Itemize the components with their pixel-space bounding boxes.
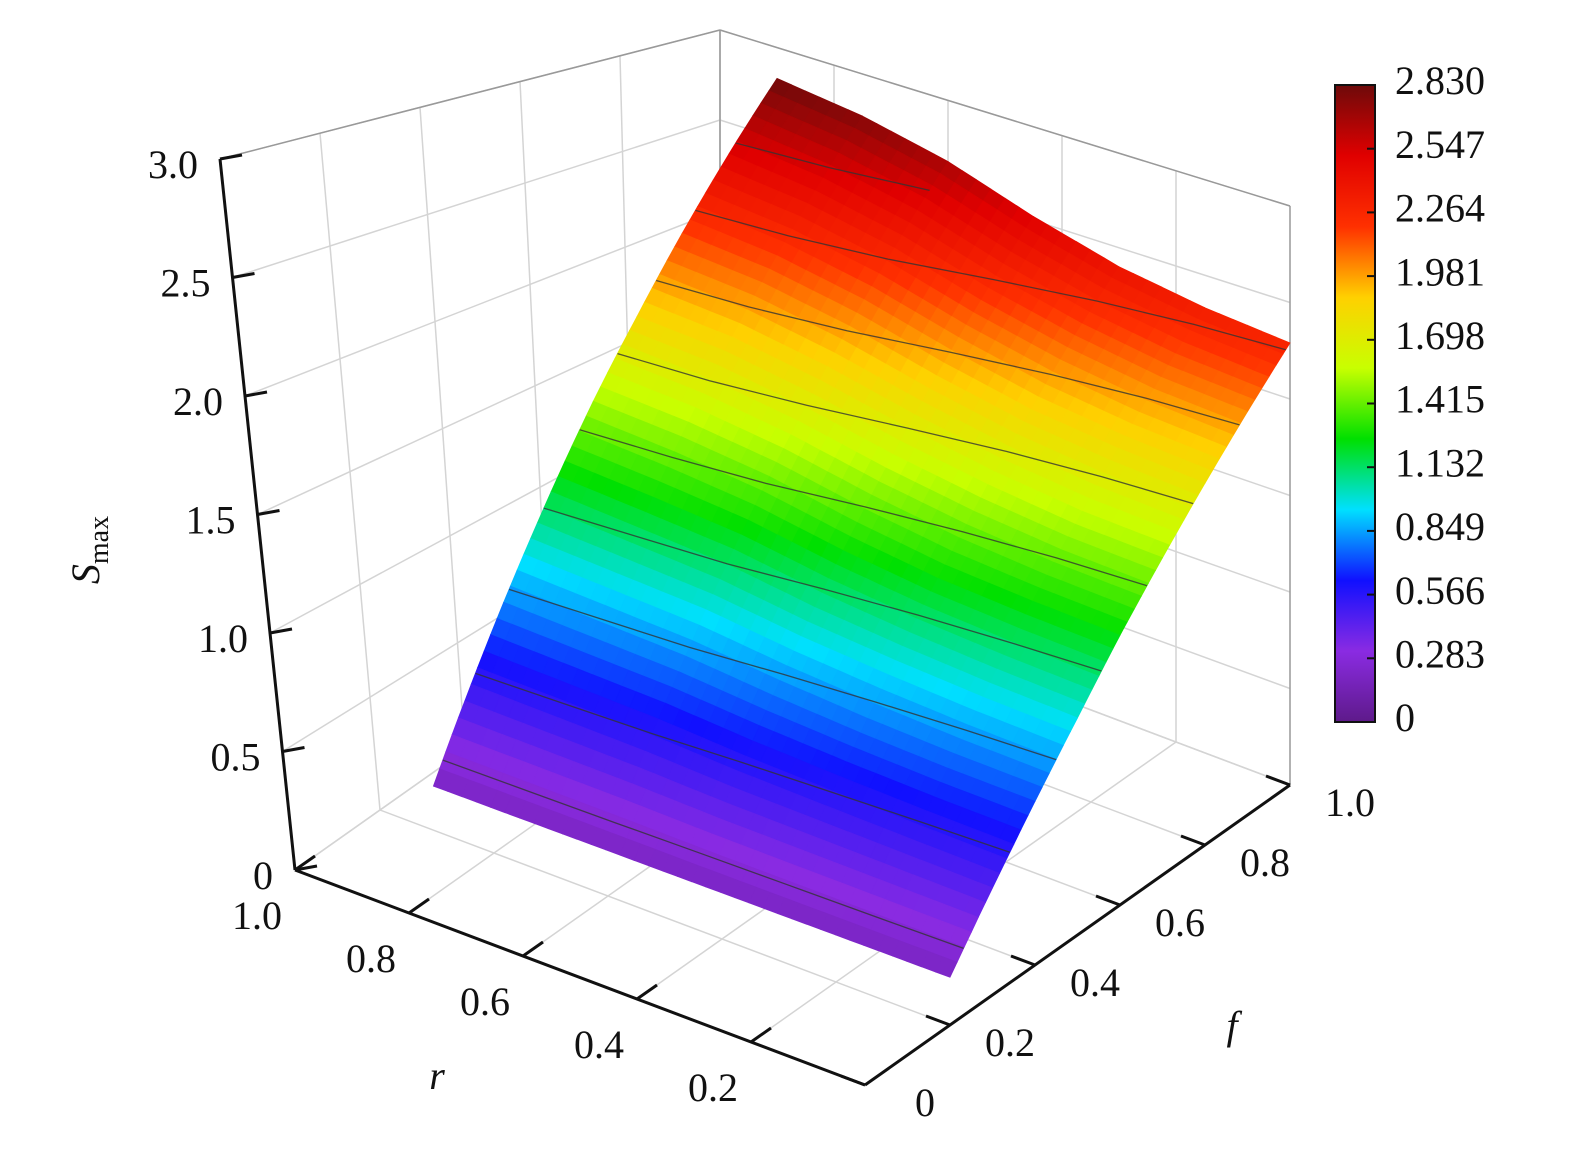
x-tick-label: 1.0 xyxy=(232,893,282,938)
y-tick-label: 0 xyxy=(915,1080,935,1125)
contour-line xyxy=(543,507,1102,672)
x-axis-label: r xyxy=(429,1053,445,1098)
colorbar-tick-label: 0 xyxy=(1395,695,1415,740)
tick-mark xyxy=(269,627,293,635)
grid-line xyxy=(232,119,721,279)
z-tick-label: 0.5 xyxy=(211,735,261,780)
surface-patch xyxy=(935,956,958,978)
tick-mark xyxy=(282,746,305,753)
box-edge xyxy=(719,29,1291,207)
x-tick-label: 0.2 xyxy=(688,1065,738,1110)
x-tick-label: 0.4 xyxy=(574,1022,624,1067)
overlay: 00.51.01.52.02.53.00.20.40.60.81.000.20.… xyxy=(148,58,1485,1125)
y-tick-label: 0.2 xyxy=(985,1020,1035,1065)
x-tick-label: 0.6 xyxy=(460,979,510,1024)
colorbar-tick-label: 0.283 xyxy=(1395,631,1485,676)
axis-line xyxy=(864,783,1291,1087)
y-tick-label: 0.4 xyxy=(1070,960,1120,1005)
box-edge xyxy=(219,29,721,160)
colorbar-tick-label: 0.566 xyxy=(1395,568,1485,613)
contour-line xyxy=(475,672,1011,853)
tick-mark xyxy=(925,1014,951,1027)
colorbar-tick-label: 0.849 xyxy=(1395,504,1485,549)
tick-mark xyxy=(232,272,255,279)
tick-mark xyxy=(257,509,280,516)
tick-mark xyxy=(1010,954,1036,967)
colorbar-tick-label: 1.415 xyxy=(1395,377,1485,422)
z-tick-label: 1.5 xyxy=(186,498,236,543)
contour-line xyxy=(617,352,1194,505)
colorbar-tick-label: 1.698 xyxy=(1395,313,1485,358)
z-label-main: S xyxy=(63,564,108,584)
z-tick-label: 1.0 xyxy=(198,616,248,661)
y-tick-label: 0.6 xyxy=(1155,900,1205,945)
tick-mark xyxy=(840,1074,866,1087)
contour-line xyxy=(442,759,964,950)
contour-line xyxy=(579,429,1148,587)
surface xyxy=(432,77,1291,978)
contour-line xyxy=(695,209,1286,351)
colorbar-tick-label: 1.132 xyxy=(1395,440,1485,485)
grid-line xyxy=(419,107,466,751)
axis-line xyxy=(294,868,866,1087)
grid-line xyxy=(379,809,951,1026)
colorbar-tick-label: 2.830 xyxy=(1395,58,1485,103)
y-axis-label: f xyxy=(1226,1003,1242,1048)
tick-mark xyxy=(1265,774,1291,787)
tick-mark xyxy=(1095,894,1121,907)
tick-mark xyxy=(750,1026,772,1044)
grid-line xyxy=(319,133,381,811)
contour-line xyxy=(735,142,930,192)
grid-line xyxy=(244,209,721,397)
z-label-sub: max xyxy=(84,516,115,564)
x-tick-label: 0.8 xyxy=(346,936,396,981)
colorbar-tick-label: 2.264 xyxy=(1395,186,1485,231)
tick-mark xyxy=(294,854,316,872)
tick-mark xyxy=(1180,834,1206,847)
colorbar-tick-label: 2.547 xyxy=(1395,122,1485,167)
contour-line xyxy=(656,279,1240,426)
tick-mark xyxy=(294,864,318,872)
colorbar-tick-label: 1.981 xyxy=(1395,249,1485,294)
z-tick-label: 2.0 xyxy=(173,379,223,424)
tick-mark xyxy=(219,153,243,161)
tick-mark xyxy=(522,940,544,958)
y-tick-label: 1.0 xyxy=(1325,780,1375,825)
y-tick-label: 0.8 xyxy=(1240,840,1290,885)
tick-mark xyxy=(636,983,658,1001)
z-tick-label: 2.5 xyxy=(161,261,211,306)
z-tick-label: 0 xyxy=(253,853,273,898)
z-tick-label: 3.0 xyxy=(148,142,198,187)
tick-mark xyxy=(408,897,430,915)
contour-line xyxy=(508,588,1057,761)
tick-mark xyxy=(244,390,268,398)
z-axis-label: Smax xyxy=(63,516,115,584)
